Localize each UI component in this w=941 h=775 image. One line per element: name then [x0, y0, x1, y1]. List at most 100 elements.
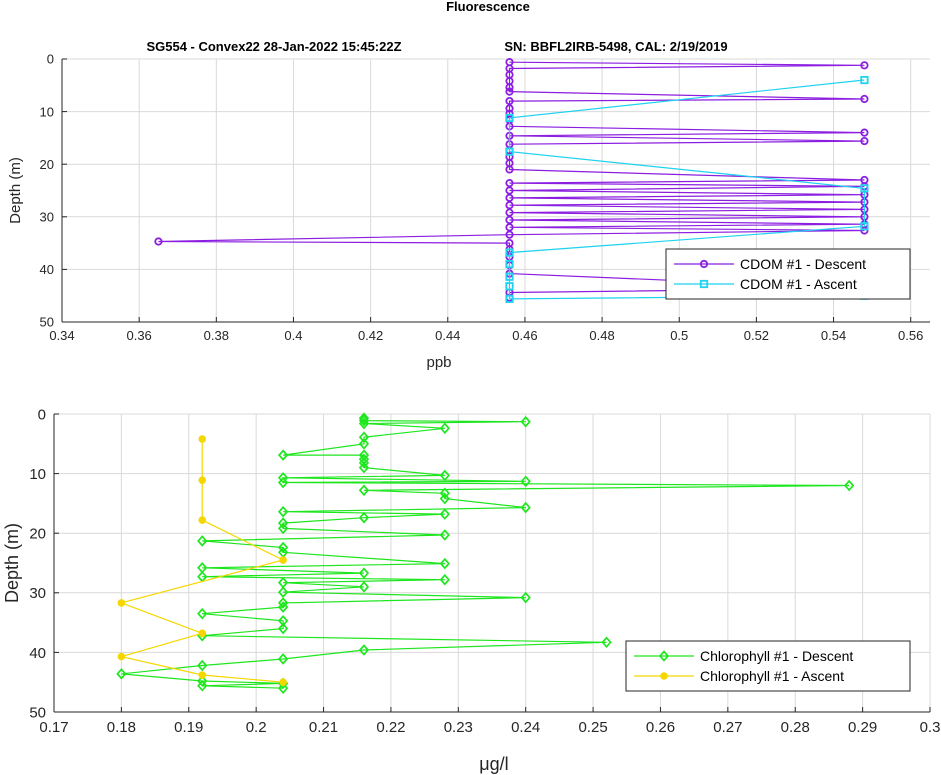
y-tick-label: 10 [29, 466, 46, 483]
legend-swatch-marker [699, 279, 709, 289]
data-point [197, 659, 208, 672]
y-tick-label: 50 [40, 315, 54, 330]
data-point [505, 215, 514, 225]
x-tick-label: 0.22 [376, 719, 405, 736]
data-point [505, 260, 514, 269]
legend: Chlorophyll #1 - Descent Chlorophyll #1 -… [625, 640, 911, 692]
data-point [358, 511, 370, 524]
data-point [439, 492, 450, 505]
data-point [358, 414, 370, 427]
data-point [279, 678, 287, 687]
data-point [505, 294, 514, 303]
data-point [505, 230, 514, 239]
x-tick-label: 0.5 [670, 328, 688, 343]
data-point [198, 629, 207, 638]
data-point [277, 541, 289, 554]
x-tick-label: 0.4 [284, 328, 302, 343]
legend-label: Chlorophyll #1 - Descent [700, 648, 853, 664]
data-point [198, 516, 207, 524]
y-tick-label: 50 [29, 704, 46, 721]
series-ascent [117, 435, 287, 687]
data-point [197, 679, 208, 692]
x-tick-label: 0.29 [848, 719, 877, 736]
data-point [358, 457, 370, 469]
data-point [116, 668, 127, 680]
data-point [439, 469, 450, 482]
x-tick-label: 0.27 [713, 719, 742, 736]
series-line [508, 79, 866, 300]
data-point [505, 104, 514, 113]
data-point [860, 222, 869, 231]
data-point [198, 476, 207, 484]
series-line [158, 61, 865, 298]
x-tick-label: 0.23 [444, 719, 473, 736]
figure-subtitle-left: SG554 - Convex22 28-Jan-2022 15:45:22Z [146, 39, 401, 54]
series-descent [154, 58, 869, 302]
chart-2: 0.17 0.18 0.19 0.2 0.21 0.22 0.23 0.24 0.25 0.26 0… [2, 406, 940, 774]
x-tick-label: 0.21 [309, 719, 338, 736]
data-point [860, 128, 869, 137]
data-point [277, 517, 289, 529]
data-point [439, 573, 450, 586]
data-point [520, 475, 531, 488]
data-point [505, 147, 514, 156]
data-point [860, 136, 869, 146]
x-tick-label: 0.34 [49, 328, 74, 343]
x-tick-label: 0.25 [578, 719, 607, 736]
y-tick-label: 10 [40, 104, 54, 119]
data-point [844, 479, 855, 492]
series-descent [116, 412, 855, 694]
data-point [277, 476, 289, 489]
x-tick-label: 0.38 [204, 328, 229, 343]
legend-label: Chlorophyll #1 - Ascent [700, 668, 844, 684]
data-point [505, 83, 514, 92]
data-point [505, 272, 514, 281]
data-point [358, 484, 370, 497]
data-point [505, 223, 514, 232]
y-tick-label: 0 [47, 52, 54, 67]
data-point [520, 501, 531, 514]
x-tick-label: 0.48 [589, 328, 614, 343]
data-point [860, 75, 869, 85]
x-tick-label: 0.26 [646, 719, 675, 736]
x-tick-label: 0.19 [174, 719, 203, 736]
data-point [505, 186, 514, 195]
y-axis-label: Depth (m) [7, 157, 24, 224]
x-tick-label: 0.24 [511, 719, 540, 736]
y-tick-label: 30 [29, 585, 46, 602]
data-point [505, 96, 514, 106]
x-axis-label: ppb [426, 354, 451, 371]
legend-swatch-marker [658, 650, 670, 662]
data-point [358, 567, 370, 579]
legend-swatch-marker [699, 259, 709, 269]
data-point [520, 415, 531, 428]
x-tick-label: 0.18 [107, 719, 136, 736]
chart-1: 0.34 0.36 0.38 0.4 0.42 0.44 0.46 0.48 0.5 0.52 0.… [7, 52, 930, 371]
data-point [358, 644, 370, 656]
data-point [197, 535, 208, 547]
data-point [358, 581, 370, 593]
data-point [505, 282, 514, 291]
data-point [358, 461, 370, 474]
y-tick-label: 30 [40, 209, 54, 224]
y-tick-label: 40 [29, 645, 46, 662]
data-point [860, 184, 869, 193]
legend-label: CDOM #1 - Descent [740, 256, 866, 272]
data-point [277, 449, 289, 461]
data-point [358, 417, 370, 430]
data-point [279, 556, 287, 564]
data-point [439, 529, 450, 541]
data-point [505, 87, 514, 96]
data-point [520, 591, 531, 604]
x-tick-label: 0.44 [435, 328, 460, 343]
data-point [439, 487, 450, 500]
y-tick-label: 40 [40, 262, 54, 277]
data-point [505, 248, 514, 257]
data-point [117, 652, 126, 661]
data-point [860, 94, 869, 104]
data-point [358, 431, 370, 444]
data-point [154, 237, 163, 246]
data-point [197, 675, 208, 687]
figure-title: Fluorescence [446, 0, 530, 14]
